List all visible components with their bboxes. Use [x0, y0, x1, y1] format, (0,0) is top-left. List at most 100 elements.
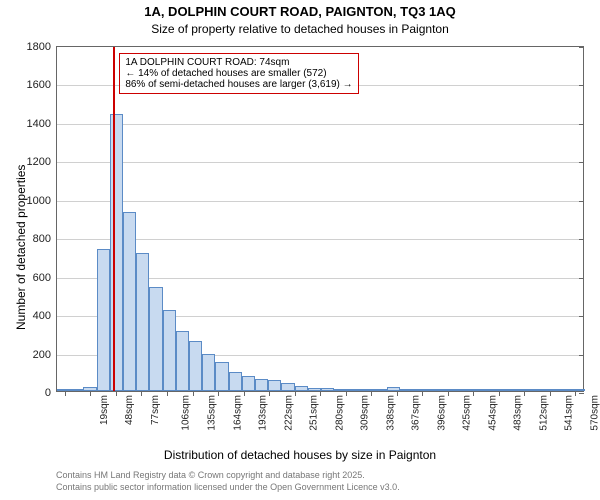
info-line-1: 1A DOLPHIN COURT ROAD: 74sqm [125, 57, 352, 68]
x-tick-label: 135sqm [207, 395, 218, 431]
y-tick-label: 1000 [27, 195, 57, 207]
x-tick-label: 106sqm [181, 395, 192, 431]
y-tick-label: 1600 [27, 79, 57, 91]
x-tick-label: 425sqm [462, 395, 473, 431]
x-tick-mark [244, 391, 245, 396]
histogram-bar [308, 388, 321, 391]
x-tick-mark [473, 391, 474, 396]
x-tick-mark [575, 391, 576, 396]
x-tick-label: 280sqm [334, 395, 345, 431]
x-tick-mark [346, 391, 347, 396]
y-tick-mark [579, 393, 584, 394]
histogram-bar [97, 249, 110, 391]
histogram-bar [440, 389, 453, 391]
x-tick-mark [524, 391, 525, 396]
histogram-bar [255, 379, 268, 391]
property-marker-line [113, 47, 115, 391]
histogram-bar [189, 341, 202, 391]
x-tick-label: 570sqm [589, 395, 600, 431]
histogram-bar [506, 389, 519, 391]
histogram-bar [123, 212, 136, 391]
info-box: 1A DOLPHIN COURT ROAD: 74sqm← 14% of det… [119, 53, 358, 94]
x-tick-label: 19sqm [99, 395, 110, 425]
x-tick-label: 77sqm [150, 395, 161, 425]
x-tick-mark [397, 391, 398, 396]
y-tick-label: 600 [33, 272, 57, 284]
x-tick-mark [448, 391, 449, 396]
histogram-bar [347, 389, 360, 391]
histogram-bar [413, 389, 426, 391]
histogram-bar [149, 287, 162, 391]
y-tick-label: 200 [33, 349, 57, 361]
y-tick-label: 400 [33, 310, 57, 322]
histogram-bar [110, 114, 123, 391]
chart-title: 1A, DOLPHIN COURT ROAD, PAIGNTON, TQ3 1A… [0, 4, 600, 19]
x-tick-label: 48sqm [124, 395, 135, 425]
histogram-bar [295, 386, 308, 391]
histogram-bar [400, 389, 413, 391]
histogram-bar [163, 310, 176, 391]
y-tick-label: 0 [45, 387, 57, 399]
histogram-bar [136, 253, 149, 391]
x-axis-label: Distribution of detached houses by size … [0, 448, 600, 462]
histogram-bar [572, 389, 585, 391]
x-tick-mark [65, 391, 66, 396]
histogram-bar [545, 389, 558, 391]
x-tick-mark [371, 391, 372, 396]
x-tick-label: 251sqm [309, 395, 320, 431]
histogram-bar [532, 389, 545, 391]
chart-subtitle: Size of property relative to detached ho… [0, 22, 600, 36]
histogram-bar [387, 387, 400, 391]
x-tick-mark [90, 391, 91, 396]
x-tick-label: 338sqm [385, 395, 396, 431]
histogram-bar [176, 331, 189, 391]
histogram-bar [427, 389, 440, 391]
histogram-bar [57, 389, 70, 391]
x-tick-mark [141, 391, 142, 396]
histogram-bar [559, 389, 572, 391]
histogram-bar [519, 389, 532, 391]
x-tick-mark [116, 391, 117, 396]
credit-line-2: Contains public sector information licen… [56, 482, 400, 492]
bars-layer [57, 47, 583, 391]
histogram-bar [281, 383, 294, 391]
x-tick-mark [295, 391, 296, 396]
histogram-bar [229, 372, 242, 391]
x-tick-mark [422, 391, 423, 396]
histogram-bar [453, 389, 466, 391]
histogram-bar [215, 362, 228, 391]
x-tick-label: 512sqm [538, 395, 549, 431]
y-axis-label: Number of detached properties [14, 165, 28, 330]
info-line-2: ← 14% of detached houses are smaller (57… [125, 68, 352, 79]
x-tick-mark [320, 391, 321, 396]
x-tick-label: 193sqm [258, 395, 269, 431]
y-tick-label: 1400 [27, 118, 57, 130]
x-tick-mark [550, 391, 551, 396]
x-tick-mark [193, 391, 194, 396]
y-tick-label: 800 [33, 233, 57, 245]
histogram-bar [321, 388, 334, 391]
x-tick-label: 164sqm [232, 395, 243, 431]
histogram-bar [479, 389, 492, 391]
histogram-bar [202, 354, 215, 391]
x-tick-label: 483sqm [513, 395, 524, 431]
y-tick-label: 1200 [27, 156, 57, 168]
x-tick-label: 396sqm [436, 395, 447, 431]
x-tick-mark [167, 391, 168, 396]
info-line-3: 86% of semi-detached houses are larger (… [125, 79, 352, 90]
x-tick-label: 454sqm [487, 395, 498, 431]
histogram-bar [374, 389, 387, 391]
histogram-bar [268, 380, 281, 391]
x-tick-mark [269, 391, 270, 396]
x-tick-mark [499, 391, 500, 396]
x-tick-label: 222sqm [283, 395, 294, 431]
x-tick-label: 541sqm [564, 395, 575, 431]
credit-line-1: Contains HM Land Registry data © Crown c… [56, 470, 365, 480]
histogram-bar [242, 376, 255, 391]
histogram-bar [70, 389, 83, 391]
plot-area: 0200400600800100012001400160018001A DOLP… [56, 46, 584, 392]
x-tick-mark [218, 391, 219, 396]
y-tick-label: 1800 [27, 41, 57, 53]
x-tick-label: 309sqm [360, 395, 371, 431]
x-tick-label: 367sqm [411, 395, 422, 431]
